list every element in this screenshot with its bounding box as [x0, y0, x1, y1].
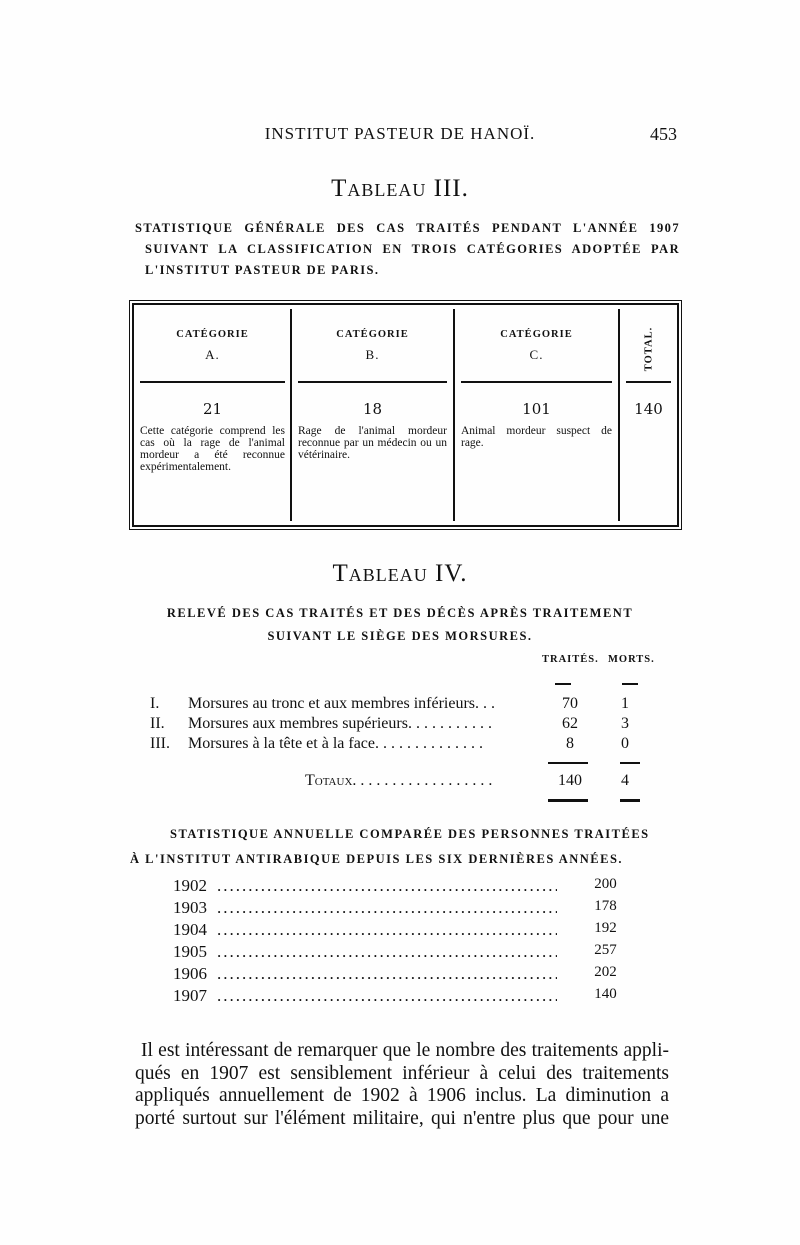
leader-dots: ........................................… — [217, 920, 557, 939]
traites-value: 62 — [562, 715, 578, 732]
annual-row: 1907....................................… — [173, 986, 633, 1008]
divider — [622, 683, 638, 685]
leader-dots: ........................................… — [217, 964, 557, 983]
annual-row: 1903....................................… — [173, 898, 633, 920]
column-a: CATÉGORIE A. 21 Cette catégorie comprend … — [134, 305, 291, 521]
row-label: Morsures au tronc et aux membres inférie… — [188, 695, 496, 712]
year: 1905 — [173, 942, 207, 961]
column-header-morts: MORTS. — [608, 654, 655, 665]
divider — [453, 309, 455, 521]
traites-value: 70 — [562, 695, 578, 712]
column-letter: B. — [365, 347, 380, 362]
divider — [140, 381, 285, 383]
annual-row: 1904....................................… — [173, 920, 633, 942]
caption-line: STATISTIQUE ANNUELLE COMPARÉE DES PERSON… — [170, 827, 650, 841]
treated-count: 200 — [594, 876, 617, 892]
column-c: CATÉGORIE C. 101 Animal mordeur suspect d… — [455, 305, 618, 521]
divider — [618, 309, 620, 521]
table-row: II. Morsures aux membres supérieurs. . .… — [150, 715, 670, 735]
divider — [555, 683, 571, 685]
tableau-4-caption: RELEVÉ DES CAS TRAITÉS ET DES DÉCÈS APRÈ… — [0, 602, 800, 648]
treated-count: 178 — [594, 898, 617, 914]
annual-row: 1905....................................… — [173, 942, 633, 964]
column-header: CATÉGORIE — [336, 329, 409, 340]
tableau-3-table: CATÉGORIE A. 21 Cette catégorie comprend … — [129, 300, 682, 530]
leader-dots: ........................................… — [217, 986, 557, 1005]
tableau-3-title: Tableau III. — [331, 175, 469, 202]
column-letter: A. — [205, 347, 220, 362]
leader-dots: ........................................… — [217, 876, 557, 895]
totals-row: Totaux. . . . . . . . . . . . . . . . . … — [150, 772, 670, 792]
count-value: 18 — [362, 400, 383, 418]
category-description: Animal mordeur suspect de rage. — [461, 425, 612, 449]
caption-line: RELEVÉ DES CAS TRAITÉS ET DES DÉCÈS APRÈ… — [166, 606, 634, 620]
morts-value: 1 — [621, 695, 629, 712]
annual-caption: STATISTIQUE ANNUELLE COMPARÉE DES PERSON… — [130, 822, 675, 872]
treated-count: 140 — [594, 986, 617, 1002]
divider — [298, 381, 447, 383]
leader-dots: ........................................… — [217, 942, 557, 961]
divider — [620, 799, 640, 802]
column-total: TOTAL. 140 — [620, 305, 677, 521]
year: 1904 — [173, 920, 207, 939]
column-header: CATÉGORIE — [176, 329, 249, 340]
text-line: qués en 1907 est sensiblement inférieur … — [135, 1062, 669, 1084]
caption-line: L'INSTITUT PASTEUR DE PARIS. — [145, 263, 380, 277]
year: 1903 — [173, 898, 207, 917]
traites-value: 8 — [566, 735, 574, 752]
morts-total: 4 — [621, 772, 629, 789]
column-header: CATÉGORIE — [500, 329, 573, 340]
morts-value: 0 — [621, 735, 629, 752]
divider — [290, 309, 292, 521]
annual-row: 1902....................................… — [173, 876, 633, 898]
totals-label: Totaux. . . . . . . . . . . . . . . . . … — [305, 772, 493, 789]
treated-count: 257 — [594, 942, 617, 958]
tableau-4-title: Tableau IV. — [332, 560, 468, 587]
year: 1902 — [173, 876, 207, 895]
divider — [548, 799, 588, 802]
text-line: Il est intéressant de remarquer que le n… — [141, 1040, 669, 1061]
caption-line: À L'INSTITUT ANTIRABIQUE DEPUIS LES SIX … — [130, 852, 624, 866]
running-title: INSTITUT PASTEUR DE HANOÏ. — [264, 124, 536, 143]
divider — [548, 762, 588, 764]
category-description: Cette catégorie comprend les cas où la r… — [140, 425, 285, 473]
caption-line: SUIVANT LE SIÈGE DES MORSURES. — [267, 629, 533, 643]
table-row: III. Morsures à la tête et à la face. . … — [150, 735, 670, 755]
row-label: Morsures à la tête et à la face. . . . .… — [188, 735, 484, 752]
text-line: porté surtout sur l'élément militaire, q… — [135, 1107, 669, 1129]
column-header: TOTAL. — [643, 326, 654, 372]
traites-total: 140 — [558, 772, 582, 789]
total-value: 140 — [634, 400, 663, 418]
count-value: 21 — [202, 400, 223, 418]
text-line: appliqués annuellement de 1902 à 1906 in… — [135, 1085, 669, 1106]
divider — [620, 762, 640, 764]
year: 1906 — [173, 964, 207, 983]
divider — [461, 381, 612, 383]
treated-count: 202 — [594, 964, 617, 980]
body-paragraph: Il est intéressant de remarquer que le n… — [135, 1040, 669, 1130]
tableau-3-caption: STATISTIQUE GÉNÉRALE DES CAS TRAITÉS PEN… — [135, 218, 680, 281]
table-row: I. Morsures au tronc et aux membres infé… — [150, 695, 670, 715]
row-number: II. — [150, 715, 165, 732]
row-number: I. — [150, 695, 160, 712]
count-value: 101 — [522, 400, 551, 418]
row-number: III. — [150, 735, 170, 752]
year: 1907 — [173, 986, 207, 1005]
divider — [626, 381, 671, 383]
page-number: 453 — [650, 124, 677, 144]
column-letter: C. — [529, 347, 544, 362]
treated-count: 192 — [594, 920, 617, 936]
annual-row: 1906....................................… — [173, 964, 633, 986]
leader-dots: ........................................… — [217, 898, 557, 917]
morts-value: 3 — [621, 715, 629, 732]
column-header-traites: TRAITÉS. — [542, 654, 599, 665]
caption-line: SUIVANT LA CLASSIFICATION EN TROIS CATÉG… — [145, 242, 680, 256]
caption-line: STATISTIQUE GÉNÉRALE DES CAS TRAITÉS PEN… — [135, 221, 680, 235]
column-b: CATÉGORIE B. 18 Rage de l'animal mordeur … — [292, 305, 453, 521]
category-description: Rage de l'animal mordeur reconnue par un… — [298, 425, 447, 461]
row-label: Morsures aux membres supérieurs. . . . .… — [188, 715, 492, 732]
